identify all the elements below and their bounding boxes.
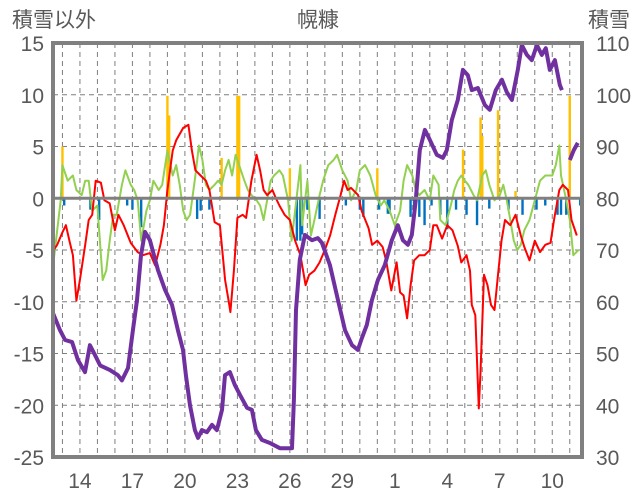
left-tick-label: -5 bbox=[25, 240, 44, 263]
orange-bar bbox=[288, 168, 292, 199]
blue-bar bbox=[125, 198, 129, 206]
plot-border bbox=[51, 41, 584, 459]
right-tick-label: 50 bbox=[596, 344, 619, 367]
x-tick-label: 7 bbox=[494, 470, 506, 493]
blue-bar bbox=[195, 198, 199, 219]
blue-bar bbox=[97, 198, 101, 220]
orange-bar bbox=[479, 117, 482, 199]
x-tick-label: 14 bbox=[68, 470, 92, 493]
blue-bar bbox=[488, 198, 491, 209]
blue-bar bbox=[559, 198, 563, 215]
blue-bar bbox=[409, 198, 412, 217]
gridlines bbox=[53, 42, 582, 458]
blue-bar bbox=[139, 198, 143, 228]
right-tick-label: 90 bbox=[596, 137, 619, 160]
blue-bar bbox=[430, 198, 433, 206]
blue-bar bbox=[521, 198, 524, 215]
left-tick-label: 5 bbox=[32, 137, 44, 160]
orange-bar bbox=[237, 95, 241, 199]
blue-bar bbox=[344, 198, 348, 206]
right-tick-label: 60 bbox=[596, 292, 619, 315]
left-tick-label: -25 bbox=[14, 447, 44, 470]
orange-bar bbox=[166, 95, 169, 199]
blue-bar bbox=[62, 198, 66, 206]
blue-bar bbox=[465, 198, 468, 215]
x-tick-label: 23 bbox=[226, 470, 249, 493]
left-tick-label: 15 bbox=[21, 33, 44, 56]
right-tick-label: 100 bbox=[596, 85, 631, 108]
blue-bar bbox=[418, 198, 421, 217]
blue-bar bbox=[318, 198, 321, 219]
left-tick-label: 0 bbox=[32, 188, 44, 211]
right-tick-label: 40 bbox=[596, 395, 619, 418]
blue-bar bbox=[446, 198, 449, 230]
orange-bar bbox=[376, 168, 379, 199]
chart-title: 幌糠 bbox=[297, 8, 339, 32]
x-tick-label: 1 bbox=[389, 470, 401, 493]
blue-bar bbox=[299, 198, 302, 241]
blue-bar bbox=[295, 198, 299, 241]
left-axis-title: 積雪以外 bbox=[12, 8, 96, 32]
blue-bar bbox=[475, 198, 479, 226]
blue-bar bbox=[131, 198, 134, 210]
orange-bar bbox=[481, 136, 484, 199]
blue-bar bbox=[423, 198, 426, 226]
x-tick-label: 17 bbox=[121, 470, 144, 493]
tick-labels: 151050-5-10-15-20-2511010090807060504030… bbox=[14, 33, 631, 493]
green-line bbox=[52, 144, 580, 281]
left-tick-label: -20 bbox=[14, 395, 44, 418]
line-series bbox=[51, 43, 580, 451]
blue-bar bbox=[199, 198, 202, 211]
orange-bar bbox=[236, 95, 239, 199]
blue-bar bbox=[362, 198, 365, 217]
right-axis-title: 積雪 bbox=[588, 8, 630, 32]
purple-line bbox=[51, 43, 580, 451]
right-tick-label: 110 bbox=[596, 33, 629, 56]
x-tick-label: 20 bbox=[173, 470, 196, 493]
left-tick-label: 10 bbox=[21, 85, 44, 108]
orange-bar bbox=[220, 157, 223, 199]
blue-bar bbox=[208, 198, 211, 210]
orange-bar bbox=[568, 95, 571, 199]
orange-bar bbox=[496, 110, 500, 199]
right-tick-label: 80 bbox=[596, 188, 619, 211]
blue-bar bbox=[556, 198, 559, 215]
orange-bar bbox=[514, 191, 517, 199]
x-tick-label: 10 bbox=[541, 470, 564, 493]
blue-bar bbox=[535, 198, 538, 210]
blue-bar bbox=[388, 198, 391, 214]
axes bbox=[51, 41, 584, 459]
blue-bar bbox=[507, 198, 510, 210]
left-tick-label: -10 bbox=[14, 292, 44, 315]
orange-bar bbox=[461, 149, 465, 199]
x-tick-label: 26 bbox=[278, 470, 301, 493]
blue-bar bbox=[454, 198, 458, 210]
left-tick-label: -15 bbox=[14, 344, 44, 367]
x-tick-label: 4 bbox=[441, 470, 453, 493]
blue-bar bbox=[544, 198, 547, 206]
x-tick-label: 29 bbox=[331, 470, 354, 493]
right-tick-label: 70 bbox=[596, 240, 619, 263]
blue-bar bbox=[565, 198, 568, 215]
blue-bar bbox=[306, 198, 309, 210]
right-tick-label: 30 bbox=[596, 447, 619, 470]
